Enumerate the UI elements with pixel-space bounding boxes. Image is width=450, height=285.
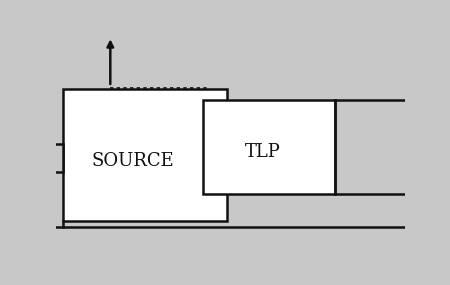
Text: SOURCE: SOURCE <box>92 152 174 170</box>
Text: TLP: TLP <box>244 143 280 161</box>
Bar <box>202 100 335 194</box>
Bar <box>63 89 227 221</box>
Bar <box>50 144 63 172</box>
